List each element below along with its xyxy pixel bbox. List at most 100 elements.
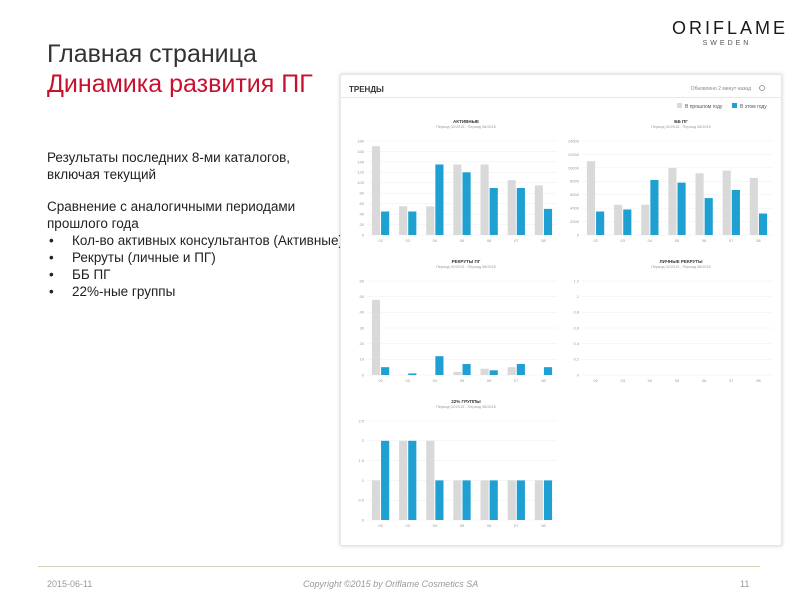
y-tick-label: 0 [577, 372, 580, 377]
y-tick-label: 14000 [568, 138, 580, 143]
chart-title: АКТИВНЫЕ [453, 119, 479, 124]
x-tick-label: 07 [729, 378, 734, 383]
bar-last-year [614, 204, 623, 235]
y-tick-label: 120 [357, 170, 364, 175]
y-tick-label: 0 [577, 232, 580, 237]
x-tick-label: 02 [593, 238, 598, 243]
y-tick-label: 1.5 [358, 458, 364, 463]
bar-this-year [650, 179, 659, 235]
x-tick-label: 04 [648, 378, 653, 383]
y-tick-label: 80 [360, 191, 365, 196]
chart-title: РЕКРУТЫ ПГ [452, 259, 481, 264]
y-tick-label: 100 [357, 180, 364, 185]
bar-this-year [435, 480, 444, 520]
bar-this-year [435, 164, 444, 235]
chart-subtitle: Период 02/2015 - Период 08/2015 [436, 265, 496, 269]
bar-this-year [462, 364, 471, 375]
y-tick-label: 6000 [570, 192, 580, 197]
y-tick-label: 1.2 [573, 278, 579, 283]
bar-last-year [480, 368, 489, 375]
dashboard-title: ТРЕНДЫ [349, 85, 384, 94]
chart-subtitle: Период 02/2015 - Период 08/2015 [651, 125, 711, 129]
y-tick-label: 0.2 [573, 357, 579, 362]
x-tick-label: 06 [487, 523, 492, 528]
settings-icon[interactable] [759, 85, 765, 91]
bar-this-year [543, 208, 553, 235]
bar-last-year [453, 371, 462, 375]
bar-this-year [516, 480, 525, 520]
bar-this-year [704, 198, 713, 235]
bar-this-year [731, 190, 740, 235]
chart-title: ЛИЧНЫЕ РЕКРУТЫ [659, 259, 703, 264]
trends-dashboard: ТРЕНДЫ Обновлено 2 минут назад В прошлом… [340, 74, 782, 546]
x-tick-label: 08 [756, 238, 761, 243]
y-tick-label: 40 [360, 212, 365, 217]
y-tick-label: 50 [360, 294, 365, 299]
y-tick-label: 20 [360, 222, 365, 227]
bar-this-year [623, 209, 632, 235]
x-tick-label: 06 [487, 238, 492, 243]
x-tick-label: 03 [620, 378, 625, 383]
bar-this-year [543, 480, 553, 520]
y-tick-label: 0 [362, 232, 365, 237]
x-tick-label: 02 [378, 238, 383, 243]
footer-date: 2015-06-11 [47, 579, 93, 589]
y-tick-label: 2.5 [358, 418, 364, 423]
bullet-groups: 22%-ные группы [47, 283, 347, 300]
bar-last-year [453, 164, 462, 235]
x-tick-label: 08 [541, 378, 546, 383]
bar-last-year [507, 367, 516, 375]
x-tick-label: 03 [405, 523, 410, 528]
header-divider [341, 97, 781, 98]
y-tick-label: 0.5 [358, 498, 364, 503]
y-tick-label: 140 [357, 159, 364, 164]
x-tick-label: 05 [460, 378, 465, 383]
chart-subtitle: Период 02/2015 - Период 08/2015 [436, 125, 496, 129]
bar-last-year [668, 167, 677, 235]
chart-subtitle: Период 02/2015 - Период 08/2015 [651, 265, 711, 269]
x-tick-label: 08 [541, 523, 546, 528]
chart-title: ББ ПГ [674, 119, 688, 124]
y-tick-label: 2 [362, 438, 365, 443]
legend-label-this-year: В этом году [740, 104, 767, 110]
bar-this-year [408, 373, 417, 375]
bar-last-year [399, 206, 408, 235]
bar-this-year [516, 364, 525, 375]
y-tick-label: 12000 [568, 152, 580, 157]
metrics-list: Кол-во активных консультантов (Активные)… [47, 232, 347, 300]
x-tick-label: 02 [378, 523, 383, 528]
bar-last-year [695, 173, 704, 235]
bar-this-year [489, 188, 498, 235]
y-tick-label: 180 [357, 138, 364, 143]
bar-last-year [371, 299, 381, 375]
oriflame-logo: ORIFLAME SWEDEN [672, 18, 789, 47]
bar-last-year [480, 480, 489, 520]
y-tick-label: 1 [362, 478, 365, 483]
bar-last-year [453, 480, 462, 520]
y-tick-label: 8000 [570, 179, 580, 184]
bar-last-year [749, 177, 758, 235]
y-tick-label: 60 [360, 278, 365, 283]
y-tick-label: 40 [360, 310, 365, 315]
bullet-recruits: Рекруты (личные и ПГ) [47, 249, 347, 266]
bar-this-year [543, 367, 553, 375]
legend-label-last-year: В прошлом году [685, 104, 723, 110]
bar-this-year [408, 440, 417, 520]
y-tick-label: 10000 [568, 165, 580, 170]
x-tick-label: 04 [433, 523, 438, 528]
logo-wordmark: ORIFLAME [672, 18, 789, 38]
bar-last-year [426, 440, 435, 520]
comparison-block: Сравнение с аналогичными периодами прошл… [47, 198, 347, 300]
bar-last-year [534, 480, 543, 520]
x-tick-label: 02 [593, 378, 598, 383]
bar-this-year [489, 480, 498, 520]
x-tick-label: 04 [433, 378, 438, 383]
trends-charts: ТРЕНДЫ Обновлено 2 минут назад В прошлом… [341, 85, 781, 528]
bar-last-year [586, 161, 596, 235]
bar-this-year [677, 182, 686, 235]
x-tick-label: 04 [433, 238, 438, 243]
legend-swatch-last-year [677, 103, 682, 108]
